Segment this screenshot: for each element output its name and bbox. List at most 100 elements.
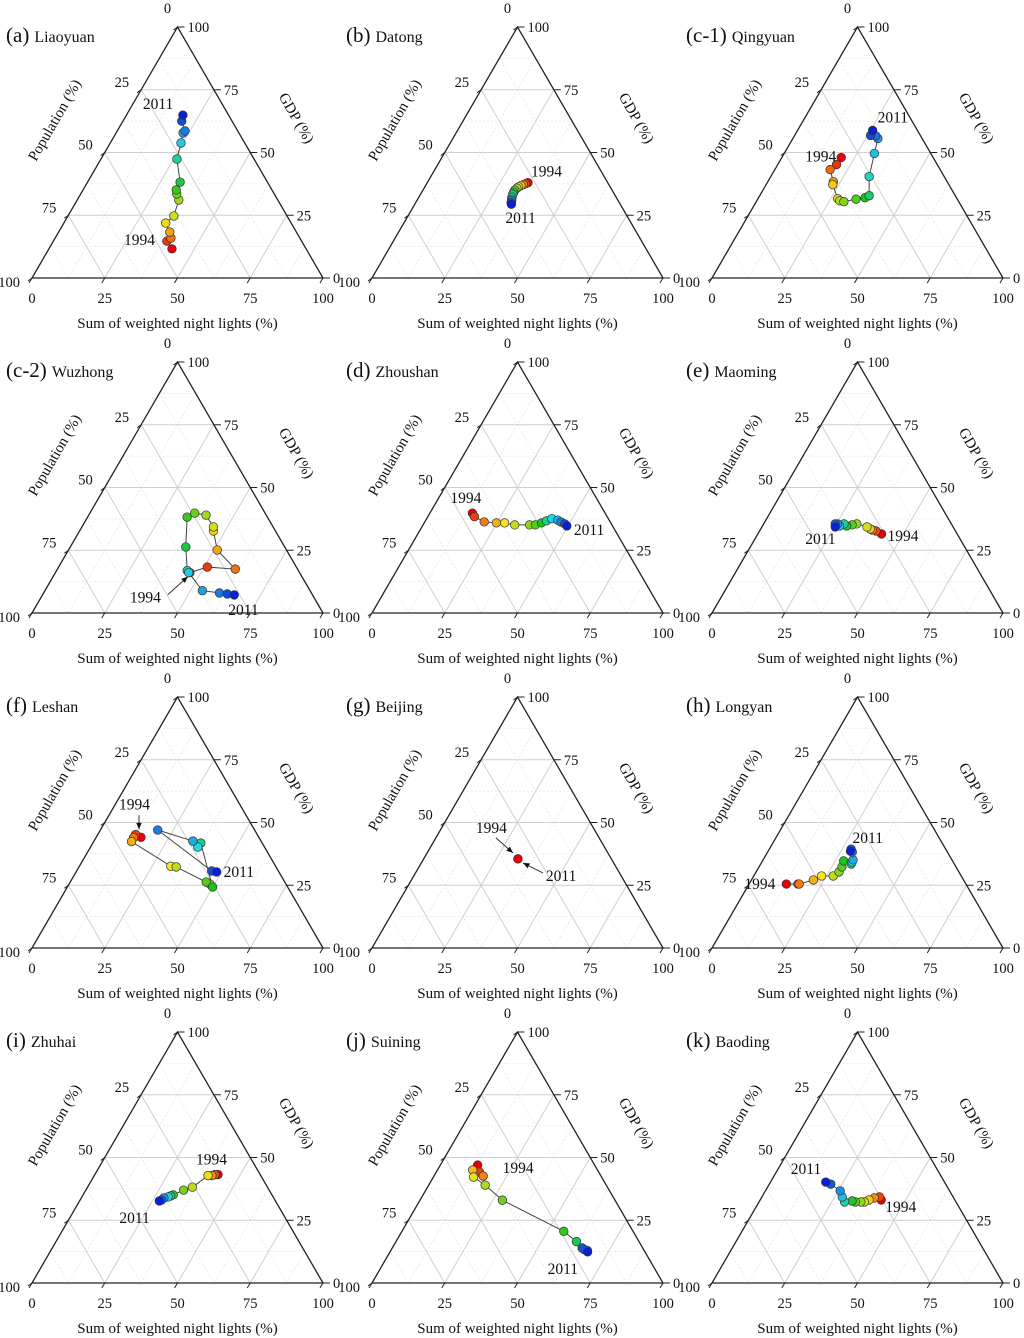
gridline-population bbox=[444, 1157, 518, 1284]
tick-night-lights bbox=[999, 277, 1004, 284]
tick-label-night-lights: 25 bbox=[778, 626, 793, 642]
year-label: 2011 bbox=[878, 109, 908, 126]
tick-population bbox=[136, 89, 142, 94]
tick-label-night-lights: 0 bbox=[28, 626, 35, 642]
data-point bbox=[182, 512, 192, 522]
panel-title: (i) Zhuhai bbox=[6, 1028, 77, 1052]
tick-label-population: 0 bbox=[844, 671, 851, 687]
tick-label-night-lights: 75 bbox=[923, 291, 938, 307]
panel-title: (k) Baoding bbox=[686, 1028, 770, 1052]
tick-label-gdp: 100 bbox=[868, 1025, 890, 1041]
tick-label-night-lights: 100 bbox=[992, 626, 1014, 642]
year-label: 1994 bbox=[744, 876, 775, 893]
tick-label-gdp: 25 bbox=[637, 543, 652, 559]
tick-label-gdp: 0 bbox=[673, 271, 680, 287]
grid-minor-line bbox=[802, 1125, 895, 1284]
tick-label-population: 25 bbox=[795, 75, 810, 91]
tick-label-population: 0 bbox=[504, 336, 511, 352]
year-label: 1994 bbox=[130, 590, 161, 607]
grid-minor-line bbox=[122, 1125, 215, 1284]
axis-title-population: Population (%) bbox=[706, 412, 765, 499]
tick-label-population: 25 bbox=[795, 410, 810, 426]
data-point bbox=[172, 154, 182, 164]
tick-population bbox=[440, 822, 446, 826]
year-label: 1994 bbox=[531, 164, 562, 181]
tick-night-lights bbox=[659, 947, 664, 954]
tick-label-population: 100 bbox=[0, 275, 20, 291]
tick-label-population: 25 bbox=[795, 1080, 810, 1096]
gridline-night-lights bbox=[249, 884, 288, 949]
ternary-panel-b: 0 0 0 25 25 25 50 50 50 75 75 75 100 100 100 Sum of wei… bbox=[338, 1, 680, 332]
tick-label-gdp: 25 bbox=[977, 543, 992, 559]
tick-label-night-lights: 25 bbox=[438, 961, 453, 977]
tick-label-gdp: 50 bbox=[600, 146, 615, 162]
tick-night-lights bbox=[514, 612, 518, 619]
axis-title-night-lights: Sum of weighted night lights (%) bbox=[417, 986, 617, 1002]
data-point bbox=[230, 564, 240, 574]
tick-label-gdp: 100 bbox=[868, 20, 890, 36]
tick-label-population: 75 bbox=[722, 870, 737, 886]
grid-minor-line bbox=[49, 916, 69, 949]
axis-title-night-lights: Sum of weighted night lights (%) bbox=[77, 1321, 277, 1337]
tick-label-population: 25 bbox=[115, 410, 130, 426]
tick-label-night-lights: 75 bbox=[583, 626, 598, 642]
tick-label-population: 50 bbox=[78, 808, 93, 824]
tick-label-night-lights: 0 bbox=[708, 961, 715, 977]
year-label: 1994 bbox=[450, 490, 481, 507]
trajectory-line bbox=[472, 1164, 588, 1253]
data-point bbox=[839, 197, 849, 207]
data-point bbox=[171, 862, 181, 872]
gridline-population bbox=[444, 487, 518, 614]
tick-night-lights bbox=[441, 612, 446, 619]
tick-label-night-lights: 25 bbox=[98, 961, 113, 977]
data-point bbox=[562, 521, 572, 531]
tick-label-gdp: 0 bbox=[333, 941, 340, 957]
tick-population bbox=[816, 89, 822, 94]
grid-minor-line bbox=[408, 728, 537, 949]
gridline-night-lights bbox=[929, 214, 968, 279]
tick-label-gdp: 0 bbox=[333, 271, 340, 287]
panel-title: (j) Suining bbox=[346, 1028, 421, 1052]
gridline-night-lights bbox=[177, 1157, 251, 1284]
tick-label-population: 100 bbox=[0, 945, 20, 961]
tick-label-population: 75 bbox=[42, 870, 57, 886]
tick-night-lights bbox=[586, 1282, 591, 1289]
tick-night-lights bbox=[174, 1282, 178, 1289]
gridline-population bbox=[784, 822, 858, 949]
tick-label-night-lights: 0 bbox=[28, 291, 35, 307]
tick-population bbox=[707, 277, 713, 282]
panel-city: Longyan bbox=[716, 699, 773, 716]
tick-label-night-lights: 100 bbox=[312, 1296, 334, 1312]
panel-city: Zhoushan bbox=[376, 364, 439, 381]
panel-city: Datong bbox=[376, 29, 423, 46]
tick-label-night-lights: 100 bbox=[992, 1296, 1014, 1312]
data-point bbox=[847, 1196, 857, 1206]
gridline-population bbox=[747, 1219, 786, 1284]
tick-label-gdp: 100 bbox=[188, 20, 210, 36]
gridline-night-lights bbox=[929, 1219, 968, 1284]
axis-title-night-lights: Sum of weighted night lights (%) bbox=[77, 316, 277, 332]
axis-title-gdp: GDP (%) bbox=[955, 90, 997, 146]
axis-title-gdp: GDP (%) bbox=[275, 1095, 317, 1151]
gridline-night-lights bbox=[589, 549, 628, 614]
tick-night-lights bbox=[319, 947, 324, 954]
tick-night-lights bbox=[319, 612, 324, 619]
panel-title: (a) Liaoyuan bbox=[6, 23, 95, 47]
tick-night-lights bbox=[854, 1282, 858, 1289]
panel-city: Maoming bbox=[714, 364, 776, 381]
ternary-panel-f: 0 0 0 25 25 25 50 50 50 75 75 75 100 100 100 Sum of wei… bbox=[0, 671, 340, 1002]
data-point bbox=[506, 199, 517, 209]
year-label: 2011 bbox=[228, 602, 258, 619]
data-point bbox=[201, 510, 211, 520]
tick-night-lights bbox=[101, 1282, 106, 1289]
tick-label-population: 0 bbox=[164, 1006, 171, 1022]
tick-label-population: 75 bbox=[722, 200, 737, 216]
tick-night-lights bbox=[441, 1282, 446, 1289]
tick-label-night-lights: 75 bbox=[583, 1296, 598, 1312]
tick-night-lights bbox=[514, 1282, 518, 1289]
tick-label-population: 50 bbox=[758, 473, 773, 489]
axis-title-gdp: GDP (%) bbox=[955, 1095, 997, 1151]
tick-label-gdp: 25 bbox=[977, 208, 992, 224]
axis-title-gdp: GDP (%) bbox=[275, 760, 317, 816]
tick-population bbox=[27, 612, 33, 617]
